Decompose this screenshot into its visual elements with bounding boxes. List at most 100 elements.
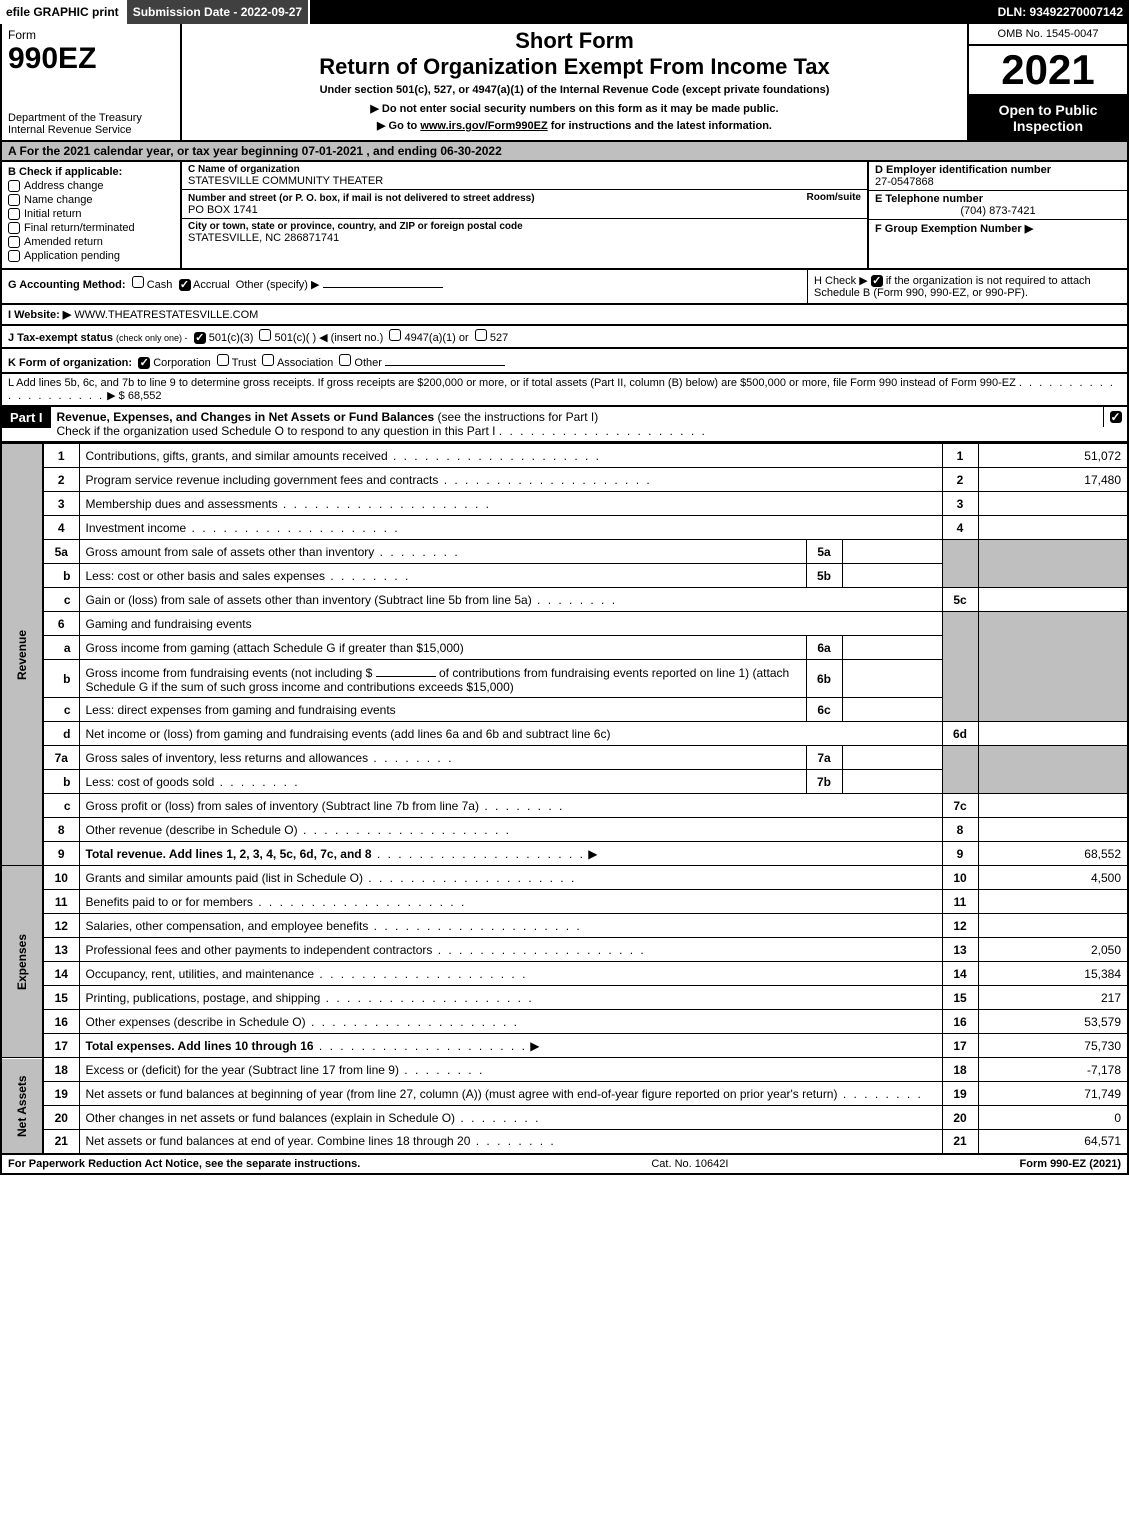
dots-icon [368,751,453,765]
line-2-ln: 2 [942,468,978,492]
line-7c-num: c [43,794,79,818]
lbl-other-org: Other [354,357,382,369]
expenses-side-label: Expenses [1,866,43,1058]
line-10-desc: Grants and similar amounts paid (list in… [86,871,363,885]
line-6c-num: c [43,698,79,722]
goto-suffix: for instructions and the latest informat… [548,120,772,132]
line-2-desc: Program service revenue including govern… [86,473,439,487]
checkbox-527[interactable] [475,329,487,341]
shaded-cell [942,540,978,588]
header-left: Form 990EZ Department of the Treasury In… [2,24,182,140]
line-21-ln: 21 [942,1130,978,1154]
line-14-num: 14 [43,962,79,986]
line-19-num: 19 [43,1082,79,1106]
line-6b-iv [842,660,942,698]
line-14-amount: 15,384 [978,962,1128,986]
line-6-num: 6 [43,612,79,636]
line-8-ln: 8 [942,818,978,842]
dots-icon [479,799,564,813]
checkbox-cash[interactable] [132,276,144,288]
lbl-trust: Trust [232,357,257,369]
checkbox-name-change[interactable] [8,194,20,206]
line-6a-in: 6a [806,636,842,660]
dots-icon [470,1134,555,1148]
line-9-desc: Total revenue. Add lines 1, 2, 3, 4, 5c,… [86,847,372,861]
checkbox-initial-return[interactable] [8,208,20,220]
line-5b-desc: Less: cost or other basis and sales expe… [86,569,325,583]
line-13-amount: 2,050 [978,938,1128,962]
dots-icon [368,919,581,933]
contributions-field[interactable] [376,663,436,677]
checkbox-other-org[interactable] [339,354,351,366]
section-a-calendar-year: A For the 2021 calendar year, or tax yea… [0,142,1129,162]
footer-right-form: 990-EZ [1050,1158,1086,1170]
line-16: 16 Other expenses (describe in Schedule … [1,1010,1128,1034]
checkbox-schedule-o[interactable]: ✓ [1110,411,1122,423]
checkbox-final-return[interactable] [8,222,20,234]
line-14: 14 Occupancy, rent, utilities, and maint… [1,962,1128,986]
line-13-num: 13 [43,938,79,962]
checkbox-corporation[interactable]: ✓ [138,357,150,369]
dots-icon [253,895,466,909]
section-def: D Employer identification number 27-0547… [867,162,1127,268]
checkbox-501c3[interactable]: ✓ [194,332,206,344]
line-11-amount [978,890,1128,914]
checkbox-association[interactable] [262,354,274,366]
line-17-desc: Total expenses. Add lines 10 through 16 [86,1039,314,1053]
line-21-desc: Net assets or fund balances at end of ye… [86,1134,471,1148]
line-6d-amount [978,722,1128,746]
line-13-desc: Professional fees and other payments to … [86,943,433,957]
line-7a: 7a Gross sales of inventory, less return… [1,746,1128,770]
topbar-spacer [310,0,991,24]
info-block: B Check if applicable: Address change Na… [0,162,1129,270]
line-7c: c Gross profit or (loss) from sales of i… [1,794,1128,818]
checkbox-address-change[interactable] [8,180,20,192]
shaded-cell [942,746,978,794]
line-20-desc: Other changes in net assets or fund bala… [86,1111,456,1125]
city-label: City or town, state or province, country… [188,221,861,232]
other-specify-field[interactable] [323,274,443,288]
checkbox-4947[interactable] [389,329,401,341]
line-5a-iv [842,540,942,564]
line-4-amount [978,516,1128,540]
efile-label[interactable]: efile GRAPHIC print [0,0,127,24]
irs-link[interactable]: www.irs.gov/Form990EZ [420,120,547,132]
line-18-amount: -7,178 [978,1058,1128,1082]
checkbox-application-pending[interactable] [8,250,20,262]
line-2-amount: 17,480 [978,468,1128,492]
line-12-desc: Salaries, other compensation, and employ… [86,919,369,933]
checkbox-trust[interactable] [217,354,229,366]
part-1-check-note: Check if the organization used Schedule … [57,424,496,438]
line-7c-desc: Gross profit or (loss) from sales of inv… [86,799,479,813]
lbl-initial-return: Initial return [24,208,81,220]
line-15-num: 15 [43,986,79,1010]
line-4-ln: 4 [942,516,978,540]
line-18-num: 18 [43,1058,79,1082]
dept-label: Department of the Treasury Internal Reve… [8,112,174,136]
line-3-num: 3 [43,492,79,516]
dots-icon [363,871,576,885]
section-l: L Add lines 5b, 6c, and 7b to line 9 to … [0,374,1129,407]
checkbox-501c[interactable] [259,329,271,341]
dots-icon [399,1063,484,1077]
line-7a-desc: Gross sales of inventory, less returns a… [86,751,369,765]
line-9-ln: 9 [942,842,978,866]
other-org-field[interactable] [385,352,505,366]
line-10-num: 10 [43,866,79,890]
line-7b-num: b [43,770,79,794]
footer-right: Form 990-EZ (2021) [1020,1158,1122,1170]
checkbox-amended-return[interactable] [8,236,20,248]
shaded-cell [978,612,1128,722]
line-16-ln: 16 [942,1010,978,1034]
line-14-ln: 14 [942,962,978,986]
line-3: 3 Membership dues and assessments 3 [1,492,1128,516]
checkbox-schedule-b[interactable]: ✓ [871,275,883,287]
line-14-desc: Occupancy, rent, utilities, and maintena… [86,967,315,981]
line-4-desc: Investment income [86,521,187,535]
line-6b-num: b [43,660,79,698]
line-9: 9 Total revenue. Add lines 1, 2, 3, 4, 5… [1,842,1128,866]
dots-icon [325,569,410,583]
line-5b-num: b [43,564,79,588]
line-19-desc: Net assets or fund balances at beginning… [86,1087,838,1101]
checkbox-accrual[interactable]: ✓ [179,279,191,291]
